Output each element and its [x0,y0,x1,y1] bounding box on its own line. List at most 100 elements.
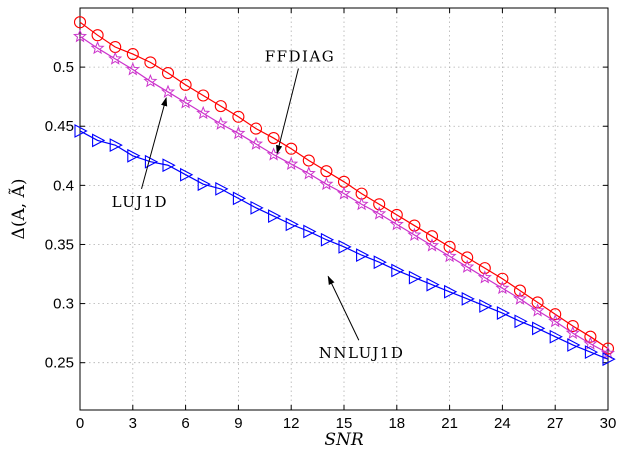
data-point-luj1d [196,105,211,120]
data-point-luj1d [108,51,123,65]
data-point-luj1d [336,186,352,200]
y-tick-label: 0.35 [45,236,74,253]
data-point-nnluj1d [320,232,335,247]
y-axis-label: Δ(A, Ã) [8,179,29,240]
data-point-ffdiag [425,230,439,243]
data-point-ffdiag [513,284,527,297]
data-point-ffdiag [73,16,87,29]
annotation-label-nnluj1d: NNLUJ1D [319,344,405,362]
data-point-nnluj1d [532,321,546,336]
data-point-ffdiag [91,29,104,42]
data-point-ffdiag [531,296,544,309]
data-point-ffdiag [584,330,597,343]
data-point-nnluj1d [162,158,176,173]
x-tick-label: 12 [283,415,300,432]
data-point-nnluj1d [549,329,563,344]
data-point-luj1d [231,125,246,140]
annotation-arrow-luj1d [141,96,168,190]
x-tick-label: 0 [76,415,84,432]
data-point-ffdiag [214,100,227,113]
data-point-luj1d [284,156,299,171]
series-nnluj1d [74,124,616,367]
data-point-nnluj1d [285,217,299,232]
data-point-nnluj1d [444,284,458,299]
data-point-luj1d [477,270,492,284]
data-point-nnluj1d [268,209,282,224]
data-point-luj1d [460,259,475,273]
data-point-luj1d [565,325,580,340]
data-point-luj1d [389,217,404,231]
data-point-luj1d [178,95,193,109]
data-point-ffdiag [443,240,456,253]
data-point-luj1d [72,29,88,43]
series-line-ffdiag [79,21,609,350]
axis-ticks: 0 3 6 9 12 15 18 21 24 27 30 0.25 0.3 0.35 0.4 0.45 0.5 [45,8,616,432]
data-point-nnluj1d [144,154,159,169]
data-point-nnluj1d [426,277,440,292]
data-point-nnluj1d [356,248,370,263]
annotation-label-luj1d: LUJ1D [112,193,168,211]
data-point-nnluj1d [461,291,475,306]
data-point-nnluj1d [303,224,317,239]
y-tick-label: 0.45 [45,118,74,135]
y-tick-label: 0.5 [53,59,74,76]
data-point-nnluj1d [602,352,616,367]
data-point-luj1d [530,303,545,317]
data-point-nnluj1d [250,200,264,215]
data-point-ffdiag [197,89,210,102]
data-point-luj1d [583,336,598,350]
data-point-luj1d [213,116,228,130]
data-point-nnluj1d [408,270,423,285]
x-tick-label: 18 [388,415,405,432]
x-tick-label: 9 [234,415,242,432]
data-point-ffdiag [601,342,615,355]
x-axis-label: SNR [324,430,364,450]
data-point-nnluj1d [373,255,387,270]
data-point-luj1d [407,227,422,241]
data-point-nnluj1d [514,314,528,329]
data-point-luj1d [512,291,528,305]
annotation-arrow-ffdiag [276,68,299,155]
data-point-nnluj1d [479,299,493,313]
data-point-luj1d [495,280,510,295]
data-point-luj1d [354,196,369,211]
data-point-nnluj1d [92,133,106,148]
data-point-ffdiag [549,308,562,321]
data-point-nnluj1d [584,345,599,359]
annotation-arrow-nnluj1d [327,275,360,341]
series-luj1d [72,29,616,360]
data-point-ffdiag [496,272,509,285]
data-point-ffdiag [373,198,386,211]
y-tick-label: 0.4 [53,177,74,194]
data-point-luj1d [548,313,563,328]
data-point-ffdiag [267,132,280,145]
data-point-luj1d [248,136,264,150]
x-tick-label: 27 [547,415,564,432]
data-point-nnluj1d [567,338,581,352]
data-point-ffdiag [461,251,474,264]
data-point-luj1d [424,238,440,252]
data-point-luj1d [442,248,457,263]
data-point-nnluj1d [109,138,123,153]
data-point-ffdiag [390,208,403,221]
data-point-ffdiag [179,78,192,91]
y-tick-label: 0.3 [53,296,74,313]
data-point-luj1d [372,206,387,220]
data-point-ffdiag [285,142,298,155]
data-point-ffdiag [478,262,491,275]
data-point-ffdiag [249,122,263,135]
data-point-nnluj1d [127,148,141,163]
data-point-nnluj1d [496,306,511,320]
data-point-nnluj1d [74,124,88,138]
x-tick-label: 3 [129,415,137,432]
series-line-nnluj1d [79,130,609,360]
data-point-ffdiag [302,154,315,167]
data-point-ffdiag [126,48,139,61]
x-tick-label: 6 [181,415,189,432]
data-point-luj1d [143,73,158,88]
data-point-luj1d [90,40,105,55]
annotation-label-ffdiag: FFDIAG [265,47,336,65]
data-point-nnluj1d [391,263,405,278]
data-point-nnluj1d [338,239,352,254]
